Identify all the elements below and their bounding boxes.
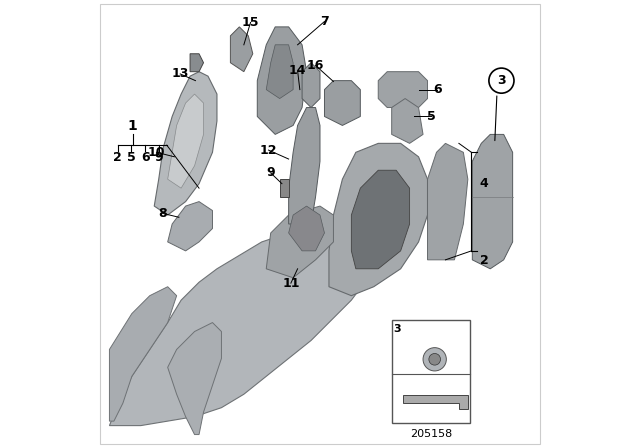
Polygon shape (109, 233, 365, 426)
Text: 8: 8 (158, 207, 166, 220)
Polygon shape (168, 323, 221, 435)
Text: 6: 6 (141, 151, 150, 164)
Text: 7: 7 (320, 15, 329, 28)
Text: 5: 5 (427, 110, 435, 123)
Polygon shape (289, 206, 324, 251)
Polygon shape (472, 134, 513, 269)
Text: 9: 9 (266, 166, 275, 180)
Circle shape (423, 348, 446, 371)
Text: 10: 10 (148, 146, 165, 159)
Polygon shape (302, 63, 320, 108)
Polygon shape (428, 143, 468, 260)
Text: 15: 15 (242, 16, 259, 29)
Polygon shape (266, 206, 333, 278)
Circle shape (429, 353, 440, 365)
Text: 14: 14 (289, 64, 307, 78)
Polygon shape (266, 45, 293, 99)
Polygon shape (324, 81, 360, 125)
Text: 6: 6 (433, 83, 442, 96)
Text: 2: 2 (479, 254, 488, 267)
Text: 3: 3 (497, 74, 506, 87)
Polygon shape (392, 99, 423, 143)
Polygon shape (109, 287, 177, 421)
Circle shape (489, 68, 514, 93)
Text: 2: 2 (113, 151, 122, 164)
Polygon shape (190, 54, 204, 72)
Text: 13: 13 (172, 67, 189, 81)
Polygon shape (168, 94, 204, 188)
Text: 11: 11 (282, 276, 300, 290)
Text: 5: 5 (127, 151, 135, 164)
Text: 9: 9 (154, 151, 163, 164)
Polygon shape (403, 395, 468, 409)
Polygon shape (168, 202, 212, 251)
Polygon shape (280, 179, 289, 197)
Polygon shape (378, 72, 428, 108)
Polygon shape (257, 27, 307, 134)
Bar (392, 320, 470, 423)
Text: 205158: 205158 (410, 429, 452, 439)
Text: 3: 3 (393, 324, 401, 334)
Polygon shape (329, 143, 428, 296)
Text: 12: 12 (260, 143, 277, 157)
Text: 4: 4 (479, 177, 488, 190)
Polygon shape (351, 170, 410, 269)
Polygon shape (289, 108, 320, 224)
Polygon shape (230, 27, 253, 72)
Polygon shape (154, 72, 217, 215)
Text: 1: 1 (128, 119, 138, 134)
Text: 16: 16 (307, 59, 324, 72)
